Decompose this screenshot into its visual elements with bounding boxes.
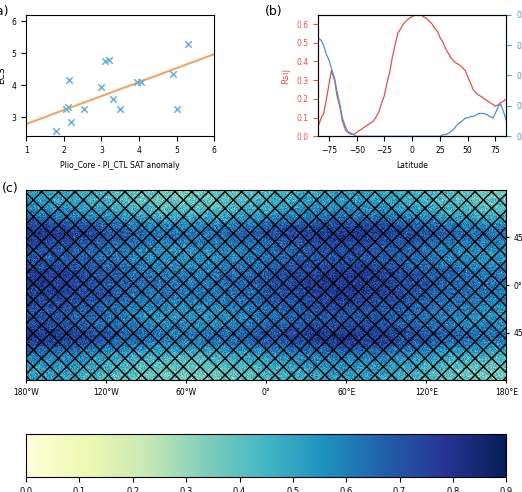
- Text: (b): (b): [265, 5, 283, 18]
- Point: [173, 105, 181, 113]
- Point: [133, 78, 141, 86]
- Point: [63, 103, 72, 111]
- Point: [137, 78, 145, 86]
- Point: [101, 57, 110, 65]
- Point: [80, 105, 89, 113]
- Text: (a): (a): [0, 5, 10, 18]
- Point: [97, 83, 105, 91]
- Point: [116, 105, 124, 113]
- Point: [169, 70, 177, 78]
- Point: [105, 56, 113, 63]
- Point: [65, 76, 74, 84]
- Point: [109, 95, 117, 103]
- Point: [184, 39, 192, 47]
- Point: [52, 127, 61, 135]
- Y-axis label: Rsij: Rsij: [281, 67, 291, 84]
- Point: [67, 118, 76, 126]
- Point: [62, 105, 70, 113]
- Text: (c): (c): [2, 182, 19, 195]
- X-axis label: Plio_Core - PI_CTL SAT anomaly: Plio_Core - PI_CTL SAT anomaly: [61, 160, 180, 170]
- Y-axis label: ECS: ECS: [0, 67, 6, 84]
- X-axis label: Latitude: Latitude: [396, 160, 428, 170]
